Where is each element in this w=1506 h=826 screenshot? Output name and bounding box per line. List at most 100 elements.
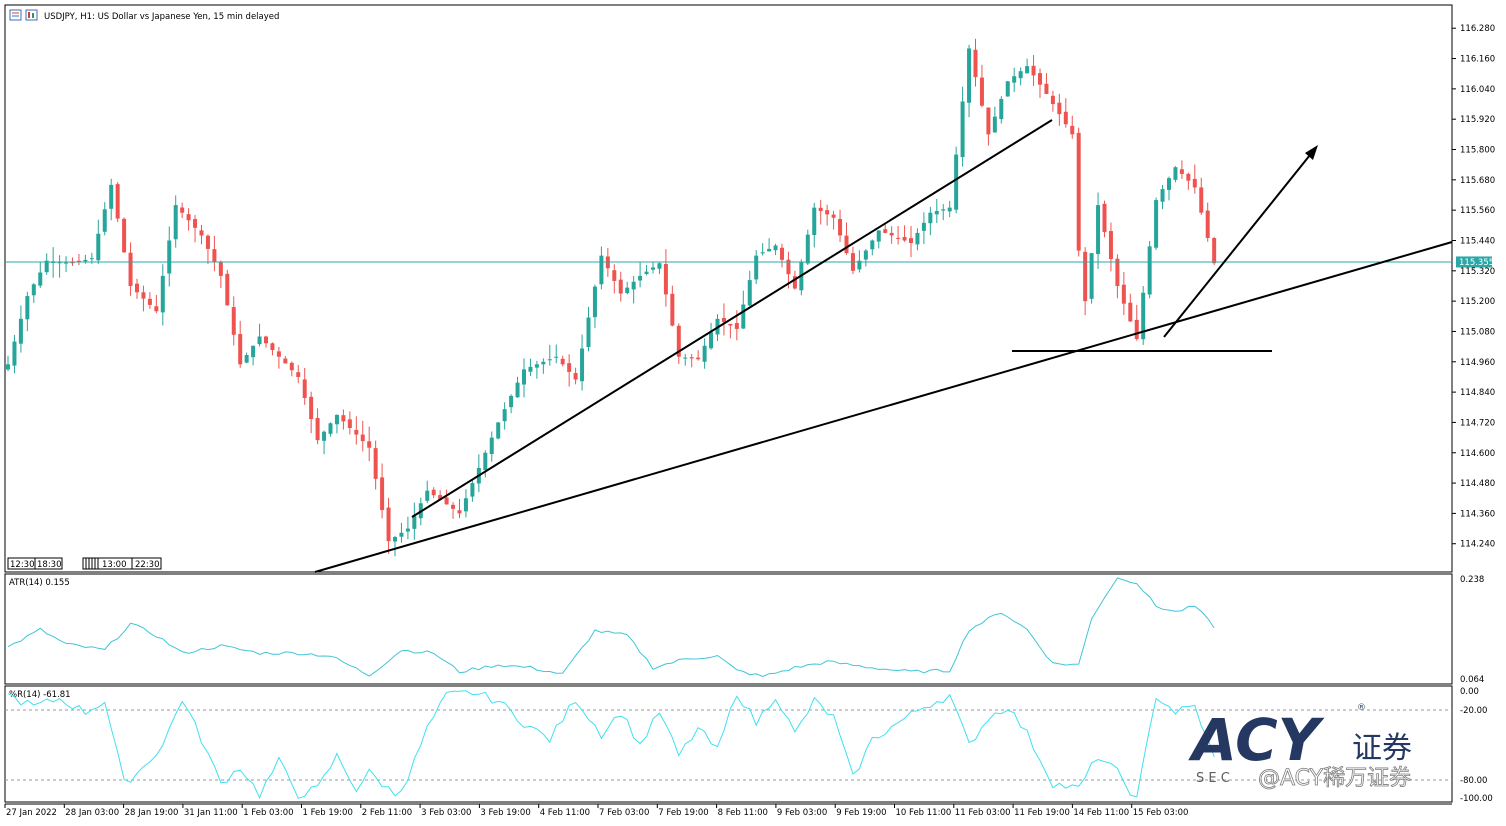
candle-body — [6, 364, 10, 370]
candle-body — [276, 351, 281, 357]
watermark-brand: ACY — [1188, 706, 1325, 774]
candle-body — [870, 240, 875, 250]
candle-body — [1050, 95, 1055, 105]
candle-body — [154, 306, 159, 312]
candle-body — [567, 363, 572, 372]
candle-body — [818, 207, 823, 212]
candle-body — [967, 48, 972, 103]
candle-body — [76, 260, 81, 262]
candle-body — [1096, 205, 1101, 255]
candle-body — [257, 336, 262, 345]
price-panel-frame[interactable] — [4, 4, 1453, 573]
candle-body — [483, 452, 488, 471]
candle-body — [1018, 71, 1023, 79]
candle-body — [509, 395, 514, 408]
candle-body — [244, 355, 249, 363]
price-tick-label: 114.960 — [1460, 358, 1495, 368]
candle-body — [728, 323, 733, 326]
candle-body — [315, 417, 320, 441]
candle-body — [986, 107, 991, 135]
candle-body — [960, 101, 965, 158]
candle-body — [25, 296, 30, 320]
timeframe-icon[interactable] — [25, 9, 38, 21]
candle-body — [160, 275, 165, 313]
price-tick-label: 114.360 — [1460, 509, 1495, 519]
candle-body — [328, 423, 333, 434]
candle-body — [367, 441, 372, 448]
time-tick-label: 28 Jan 19:00 — [125, 808, 179, 818]
time-tick-label: 7 Feb 03:00 — [599, 808, 649, 818]
candle-body — [399, 532, 404, 537]
lower-trendline — [314, 241, 1453, 573]
candle-body — [805, 234, 810, 264]
candle-body — [438, 495, 443, 500]
candle-body — [999, 98, 1004, 120]
candle-body — [463, 498, 468, 512]
candle-body — [1063, 111, 1068, 125]
time-tick-label: 11 Feb 03:00 — [955, 808, 1011, 818]
candle-body — [238, 334, 243, 365]
candle-body — [128, 252, 133, 286]
candle-body — [909, 238, 913, 244]
candle-body — [270, 343, 275, 350]
candle-body — [592, 286, 597, 318]
candle-body — [31, 284, 36, 296]
price-tick-label: 116.160 — [1460, 55, 1495, 65]
atr-panel-frame[interactable] — [4, 573, 1453, 685]
candle-body — [515, 382, 520, 398]
svg-text:22:30: 22:30 — [135, 560, 160, 570]
price-tick-label: 115.200 — [1460, 297, 1495, 307]
price-tick-label: 116.040 — [1460, 85, 1495, 95]
candle-body — [180, 207, 185, 213]
watermark-cn: 证券 — [1352, 731, 1412, 766]
wpr-panel-frame[interactable] — [4, 685, 1453, 803]
candle-body — [954, 154, 959, 210]
candle-body — [12, 341, 17, 366]
candle-body — [747, 280, 752, 306]
price-tick-label: 115.800 — [1460, 146, 1495, 156]
candle-body — [1070, 125, 1075, 135]
candle-body — [322, 431, 327, 441]
candle-body — [218, 262, 223, 276]
time-tick-label: 31 Jan 11:00 — [184, 808, 238, 818]
candle-body — [1031, 65, 1036, 76]
candle-body — [1147, 246, 1152, 295]
arrow-head-icon — [1305, 145, 1318, 160]
candle-body — [135, 283, 139, 293]
candle-body — [1025, 66, 1030, 74]
candle-body — [302, 379, 307, 399]
candle-body — [979, 77, 984, 106]
candle-body — [573, 373, 578, 380]
candle-body — [296, 372, 301, 377]
price-tick-label: 114.480 — [1460, 479, 1495, 489]
candlestick-series — [6, 38, 1217, 557]
candle-body — [760, 252, 765, 254]
svg-text:18:30: 18:30 — [37, 560, 62, 570]
candle-body — [702, 345, 707, 362]
price-axis: 116.280 116.160 116.040 115.920 115.800 115.6… — [1452, 24, 1495, 550]
candle-body — [554, 356, 559, 358]
time-tick-label: 4 Feb 11:00 — [540, 808, 590, 818]
candle-body — [373, 448, 378, 479]
candle-body — [141, 292, 146, 299]
candle-body — [838, 218, 843, 236]
candle-body — [644, 271, 649, 275]
candle-body — [444, 497, 449, 505]
svg-text:-20.00: -20.00 — [1460, 706, 1487, 716]
candle-body — [941, 209, 946, 211]
candle-body — [70, 261, 75, 264]
candle-body — [709, 332, 714, 349]
candle-body — [638, 275, 643, 281]
chart-menu-icon[interactable] — [9, 9, 22, 21]
candle-body — [380, 477, 385, 511]
svg-text:0.00: 0.00 — [1460, 687, 1479, 697]
candle-body — [38, 272, 43, 286]
candle-body — [670, 293, 675, 326]
candle-body — [225, 273, 230, 306]
time-tick-label: 9 Feb 03:00 — [777, 808, 827, 818]
candle-body — [1199, 187, 1204, 213]
trendline-annotations[interactable] — [314, 119, 1453, 573]
atr-axis-max: 0.238 — [1460, 575, 1484, 585]
candle-body — [470, 483, 475, 497]
